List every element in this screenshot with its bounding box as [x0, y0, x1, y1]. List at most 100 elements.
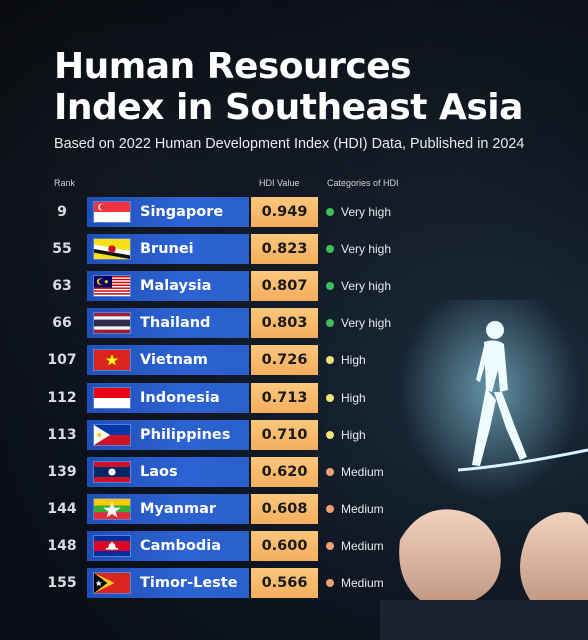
country-name: Singapore — [140, 204, 224, 220]
country-name: Thailand — [140, 315, 211, 332]
category-dot-icon — [326, 541, 334, 550]
category-label: High — [341, 390, 366, 405]
hdi-value: 0.726 — [251, 345, 318, 376]
country-name: Myanmar — [140, 500, 217, 517]
rank-value: 144 — [47, 500, 77, 517]
table-row: 144 Myanmar 0.608 Medium — [0, 493, 588, 524]
category-dot-icon — [326, 579, 334, 587]
rank-value: 148 — [47, 537, 77, 554]
category-label: Medium — [341, 576, 384, 590]
hdi-category: Very high — [326, 234, 391, 264]
hdi-category: Very high — [326, 197, 391, 227]
category-label: Medium — [341, 464, 384, 479]
country-name: Malaysia — [140, 278, 212, 295]
category-column-header: Categories of HDI — [327, 178, 399, 188]
category-dot-icon — [326, 245, 334, 254]
singapore-flag-icon — [93, 201, 131, 223]
rank-value: 9 — [57, 204, 67, 220]
hdi-category: Medium — [326, 568, 384, 598]
country-bar: Brunei — [87, 234, 249, 265]
hdi-category: Very high — [326, 271, 391, 301]
indonesia-flag-icon — [93, 386, 131, 409]
table-row: 139 Laos 0.620 Medium — [0, 456, 588, 487]
page-title: Human Resources Index in Southeast Asia — [54, 46, 584, 128]
hdi-category: High — [326, 420, 366, 450]
hdi-value: 0.713 — [251, 382, 318, 413]
country-bar: Thailand — [87, 308, 249, 339]
philippines-flag-icon — [93, 423, 131, 446]
category-dot-icon — [326, 282, 334, 291]
country-bar: Singapore — [87, 197, 249, 227]
rank-value: 113 — [47, 426, 77, 443]
rank-value: 55 — [52, 241, 72, 258]
hdi-value: 0.823 — [251, 234, 318, 265]
timor-leste-flag-icon — [93, 572, 131, 594]
thailand-flag-icon — [93, 312, 131, 335]
laos-flag-icon — [93, 460, 131, 483]
category-dot-icon — [326, 208, 334, 216]
rank-value: 66 — [52, 315, 72, 332]
hdi-value: 0.608 — [251, 493, 318, 524]
category-label: High — [341, 353, 366, 368]
rank-value: 112 — [47, 389, 77, 406]
country-bar: Timor-Leste — [87, 568, 249, 598]
country-name: Cambodia — [140, 537, 222, 554]
table-row: 148 Cambodia 0.600 Medium — [0, 530, 588, 561]
category-dot-icon — [326, 356, 334, 365]
category-label: Medium — [341, 538, 384, 553]
country-bar: Laos — [87, 456, 249, 487]
table-row: 155 Timor-Leste 0.566 Medium — [0, 568, 588, 598]
country-bar: Cambodia — [87, 530, 249, 561]
country-name: Brunei — [140, 241, 194, 258]
category-label: Medium — [341, 501, 384, 516]
category-dot-icon — [326, 504, 334, 513]
country-bar: Myanmar — [87, 493, 249, 524]
country-bar: Indonesia — [87, 382, 249, 413]
vietnam-flag-icon — [93, 349, 131, 372]
hdi-category: High — [326, 383, 366, 413]
table-row: 107 Vietnam 0.726 High — [0, 345, 588, 376]
hdi-category: High — [326, 345, 366, 375]
table-row: 66 Thailand 0.803 Very high — [0, 308, 588, 339]
category-label: Very high — [341, 242, 392, 257]
table-row: 112 Indonesia 0.713 High — [0, 382, 588, 413]
country-name: Timor-Leste — [140, 575, 238, 591]
hdi-column-header: HDI Value — [259, 178, 300, 188]
rank-value: 63 — [52, 278, 72, 295]
hdi-value: 0.807 — [251, 271, 318, 302]
hdi-value: 0.600 — [251, 530, 318, 561]
malaysia-flag-icon — [93, 275, 131, 298]
hdi-value: 0.949 — [251, 197, 318, 227]
rank-column-header: Rank — [54, 178, 76, 188]
hdi-value: 0.566 — [251, 568, 318, 598]
country-name: Vietnam — [140, 352, 208, 369]
rank-value: 139 — [47, 463, 77, 480]
hdi-category: Medium — [326, 457, 384, 487]
title-line-2: Index in Southeast Asia — [54, 87, 523, 128]
title-line-1: Human Resources — [54, 46, 412, 87]
table-row: 113 Philippines 0.710 High — [0, 419, 588, 450]
hdi-category: Medium — [326, 531, 384, 561]
category-dot-icon — [326, 467, 334, 476]
country-bar: Philippines — [87, 419, 249, 450]
rank-value: 155 — [47, 575, 77, 591]
hdi-value: 0.803 — [251, 308, 318, 339]
category-label: Very high — [341, 279, 392, 294]
category-dot-icon — [326, 319, 334, 328]
table-row: 63 Malaysia 0.807 Very high — [0, 271, 588, 302]
hdi-category: Medium — [326, 494, 384, 524]
category-dot-icon — [326, 393, 334, 402]
category-label: High — [341, 427, 366, 442]
cambodia-flag-icon — [93, 534, 131, 557]
hdi-value: 0.710 — [251, 419, 318, 450]
hdi-category: Very high — [326, 308, 391, 338]
category-label: Very high — [341, 316, 392, 331]
subtitle: Based on 2022 Human Development Index (H… — [54, 136, 525, 152]
category-label: Very high — [341, 205, 392, 219]
brunei-flag-icon — [93, 238, 131, 261]
category-dot-icon — [326, 430, 334, 439]
country-name: Indonesia — [140, 389, 220, 406]
table-row: 9 Singapore 0.949 Very high — [0, 197, 588, 227]
hdi-value: 0.620 — [251, 456, 318, 487]
table-row: 55 Brunei 0.823 Very high — [0, 234, 588, 265]
